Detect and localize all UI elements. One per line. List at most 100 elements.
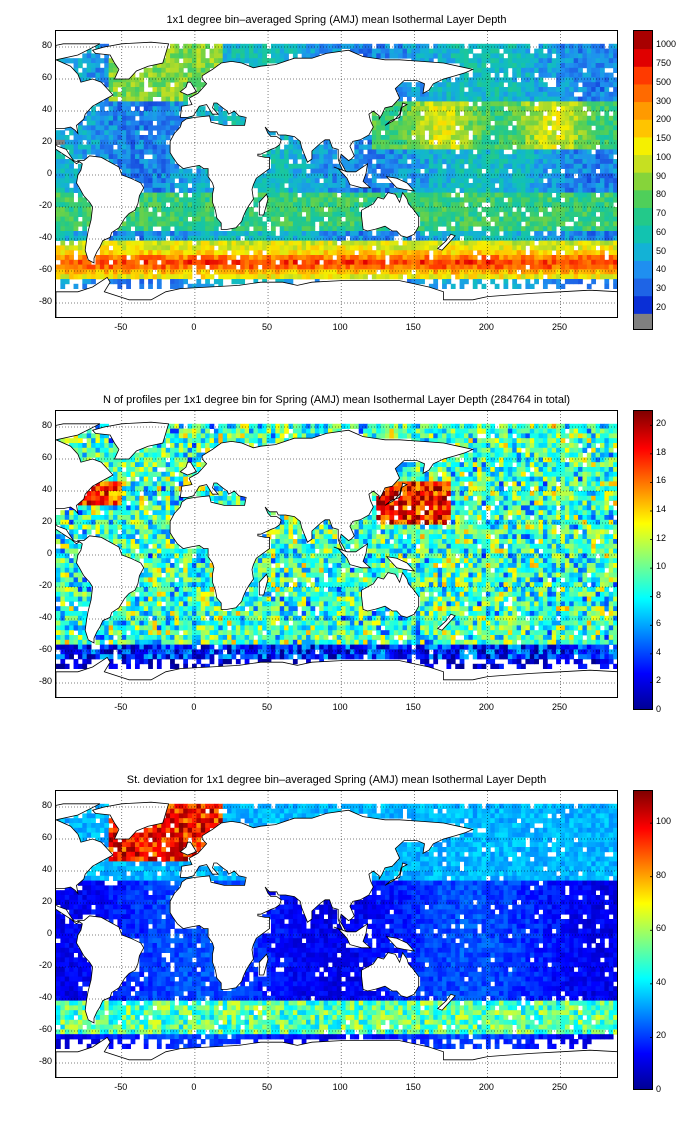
landmass-arctic-islands [56, 43, 101, 61]
world-map [55, 30, 618, 318]
coastlines [56, 41, 617, 317]
y-tick-label: -60 [38, 644, 52, 654]
colorbar-segment [634, 48, 652, 67]
landmass-japan [384, 482, 408, 506]
landmass-new-zealand [436, 233, 456, 251]
y-tick-label: 40 [41, 484, 52, 494]
landmass-antarctica [56, 1036, 617, 1077]
y-tick-label: -20 [38, 200, 52, 210]
grid-lines [56, 411, 617, 697]
x-tick-label: 250 [551, 322, 568, 332]
landmass-new-zealand [436, 613, 456, 631]
y-tick-label: -80 [38, 676, 52, 686]
landmass-europe-islands [179, 81, 197, 96]
colorbar-tick-label: 300 [656, 95, 672, 106]
colorbar-tick-label: 6 [656, 618, 662, 629]
colorbar-tick-label: 8 [656, 589, 662, 600]
colorbar-tick-label: 14 [656, 504, 667, 514]
colorbar-segment [634, 278, 652, 297]
y-tick-label: 60 [41, 72, 52, 82]
map-panel-1: 1x1 degree bin–averaged Spring (AMJ) mea… [0, 0, 696, 380]
y-tick-label: -20 [38, 960, 52, 970]
data-cells [56, 803, 617, 1049]
x-tick-label: 50 [262, 1082, 273, 1092]
x-tick-label: 0 [191, 702, 197, 712]
map-canvas [56, 31, 617, 317]
landmass-north-america [56, 439, 114, 545]
landmass-australia [361, 951, 420, 998]
colorbar-tick-label: 1000 [656, 39, 677, 50]
y-tick-label: -40 [38, 992, 52, 1002]
y-tick-label: 60 [41, 452, 52, 462]
world-map [55, 790, 618, 1078]
landmass-north-america [56, 59, 114, 165]
map-panel-3: St. deviation for 1x1 degree bin–average… [0, 760, 696, 1140]
coastlines [56, 421, 617, 697]
x-tick-label: -50 [114, 1082, 128, 1092]
y-tick-label: -80 [38, 296, 52, 306]
colorbar-tick-label: 60 [656, 226, 667, 237]
x-tick-label: 100 [332, 702, 348, 712]
colorbar-gradient [634, 791, 652, 1089]
map-canvas [56, 411, 617, 697]
colorbar-tick-label: 20 [656, 301, 667, 312]
x-tick-label: 200 [478, 702, 494, 712]
colorbar-segment [634, 136, 652, 156]
colorbar-segment [634, 242, 652, 261]
colorbar-tick-label: 10 [656, 561, 667, 572]
colorbar-tick-label: 20 [656, 1030, 667, 1041]
colorbar-segment [634, 295, 652, 314]
grid-lines [56, 31, 617, 317]
colorbar-tick-label: 50 [656, 245, 667, 256]
colorbar-tick-label: 70 [656, 208, 667, 219]
y-tick-label: 0 [46, 548, 52, 558]
world-map [55, 410, 618, 698]
landmass-madagascar [258, 953, 269, 976]
y-tick-label: 80 [41, 40, 52, 50]
landmass-europe-islands [179, 461, 197, 476]
x-tick-label: 250 [551, 702, 568, 712]
x-tick-label: 0 [191, 1082, 197, 1092]
colorbar-tick-label: 40 [656, 264, 667, 275]
landmass-antarctica [56, 656, 617, 697]
colorbar-segment [634, 31, 652, 50]
grid-lines [56, 791, 617, 1077]
landmass-australia [361, 191, 420, 238]
landmass-australia [361, 571, 420, 618]
x-tick-label: 50 [262, 702, 273, 712]
landmass-antarctica [56, 276, 617, 317]
panel-title: St. deviation for 1x1 degree bin–average… [126, 774, 547, 786]
colorbar [633, 790, 653, 1090]
landmass-eurasia-africa [169, 429, 475, 610]
colorbar-tick-label: 0 [656, 1084, 662, 1094]
y-tick-label: -60 [38, 264, 52, 274]
x-tick-label: 150 [405, 702, 421, 712]
x-tick-label: 150 [405, 1082, 421, 1092]
landmass-arctic-islands [56, 423, 101, 441]
colorbar-tick-label: 2 [656, 675, 662, 686]
colorbar-tick-label: 16 [656, 475, 667, 486]
y-tick-label: -40 [38, 232, 52, 242]
y-tick-label: -40 [38, 612, 52, 622]
x-tick-label: -50 [114, 322, 128, 332]
colorbar-segment [634, 313, 652, 329]
x-tick-label: 100 [332, 1082, 348, 1092]
colorbar-tick-label: 18 [656, 446, 667, 457]
colorbar [633, 410, 653, 710]
colorbar-tick-label: 80 [656, 189, 667, 200]
landmass-eurasia-africa [169, 809, 475, 990]
colorbar-tick-label: 100 [656, 151, 672, 162]
colorbar-segment [634, 172, 652, 191]
colorbar-tick-label: 100 [656, 816, 672, 827]
landmass-new-zealand [436, 993, 456, 1011]
colorbar-tick-label: 0 [656, 704, 662, 714]
colorbar-gradient [634, 31, 652, 329]
landmass-greenland [91, 421, 170, 460]
y-tick-label: 0 [46, 168, 52, 178]
panel-title: 1x1 degree bin–averaged Spring (AMJ) mea… [166, 14, 507, 26]
colorbar-tick-label: 30 [656, 283, 667, 294]
landmass-indonesia [333, 922, 372, 949]
colorbar-segment [634, 119, 652, 138]
y-tick-label: 80 [41, 800, 52, 810]
y-tick-label: -80 [38, 1056, 52, 1066]
